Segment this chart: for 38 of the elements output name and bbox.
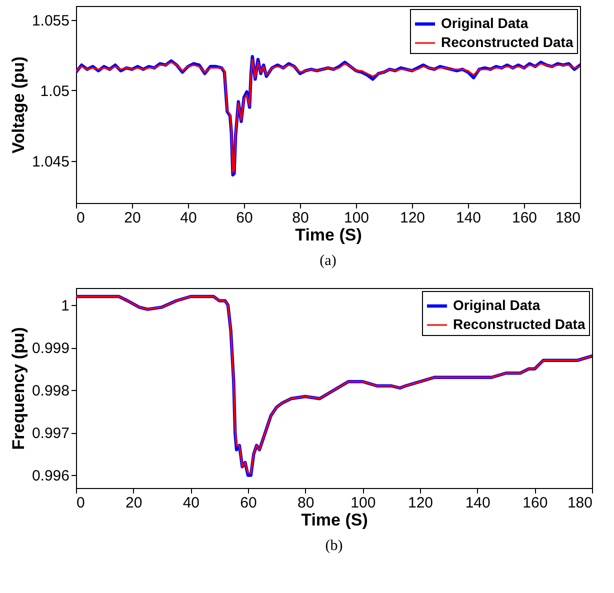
- x-axis-title: Time (S): [301, 510, 368, 530]
- x-tick-label: 100: [350, 494, 376, 512]
- y-tick-label: 1.05: [40, 82, 70, 100]
- x-tick-label: 140: [456, 210, 482, 226]
- legend-label: Original Data: [441, 15, 528, 31]
- text: (b): [325, 538, 343, 554]
- y-tick-label: 1.045: [32, 153, 70, 170]
- y-axis-title: Frequency (pu): [8, 327, 28, 450]
- x-tick-label: 120: [408, 494, 434, 512]
- x-tick-label: 40: [182, 494, 200, 512]
- x-tick-label: 100: [344, 210, 370, 226]
- x-tick-label: 20: [125, 494, 142, 512]
- x-tick-label: 180: [555, 210, 580, 226]
- y-tick-label: 0.999: [32, 340, 70, 358]
- y-tick-label: 0.998: [32, 382, 70, 400]
- x-tick-label: 0: [76, 210, 85, 226]
- x-tick-label: 160: [512, 210, 538, 226]
- y-tick-label: 1.055: [32, 12, 70, 30]
- text: (a): [320, 253, 336, 269]
- legend-label: Original Data: [453, 297, 540, 313]
- x-tick-label: 20: [124, 210, 141, 226]
- x-tick-label: 60: [236, 210, 253, 226]
- x-tick-label: 140: [465, 494, 490, 512]
- y-axis-title: Voltage (pu): [8, 56, 28, 154]
- y-tick-label: 0.996: [32, 468, 70, 485]
- y-tick-label: 0.997: [32, 425, 70, 442]
- x-tick-label: 60: [240, 494, 257, 512]
- x-tick-label: 160: [522, 494, 548, 512]
- x-axis-title: Time (S): [295, 226, 362, 244]
- legend-label: Reconstructed Data: [453, 316, 586, 332]
- x-tick-label: 120: [400, 210, 426, 226]
- y-tick-label: 1: [61, 298, 70, 315]
- x-tick-label: 180: [567, 494, 592, 512]
- x-tick-label: 0: [76, 494, 85, 512]
- x-tick-label: 80: [292, 210, 309, 226]
- x-tick-label: 40: [180, 210, 197, 226]
- x-tick-label: 80: [297, 494, 314, 512]
- legend-label: Reconstructed Data: [441, 34, 574, 50]
